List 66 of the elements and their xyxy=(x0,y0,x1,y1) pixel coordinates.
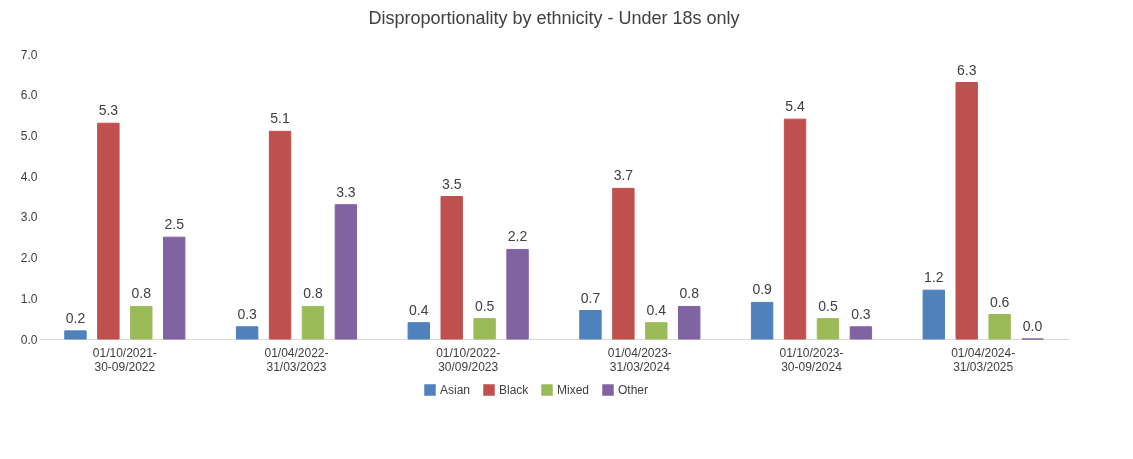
x-tick-label: 01/10/2023- 30-09/2024 xyxy=(779,345,844,374)
data-label: 5.3 xyxy=(98,102,119,119)
bar xyxy=(506,248,529,340)
chart-title: Disproportionality by ethnicity - Under 18s only xyxy=(368,8,740,28)
bar xyxy=(612,187,635,340)
y-tick-label: 2.0 xyxy=(20,251,38,266)
bar xyxy=(130,305,153,340)
y-tick-label: 5.0 xyxy=(20,128,38,143)
bar xyxy=(301,305,325,340)
data-label: 2.5 xyxy=(164,216,185,233)
bar xyxy=(440,196,463,340)
data-label: 2.2 xyxy=(507,228,528,245)
data-label: 0.2 xyxy=(65,309,86,326)
bar xyxy=(678,305,701,340)
data-label: 0.0 xyxy=(1022,318,1043,334)
bar xyxy=(988,314,1011,340)
bar xyxy=(407,322,430,340)
bar xyxy=(64,330,87,340)
legend-label: Other xyxy=(618,383,649,397)
bar xyxy=(163,236,186,340)
bar xyxy=(849,326,873,340)
y-tick-label: 0.0 xyxy=(20,332,38,347)
bar xyxy=(473,318,496,340)
data-label: 6.3 xyxy=(956,61,977,78)
bar xyxy=(783,118,807,340)
bar xyxy=(750,301,774,340)
data-label: 5.4 xyxy=(785,98,805,115)
legend-label: Asian xyxy=(440,383,471,397)
x-tick-label: 01/04/2023- 31/03/2024 xyxy=(607,345,672,374)
y-tick-label: 4.0 xyxy=(20,169,38,184)
data-label: 0.4 xyxy=(409,301,429,318)
bar xyxy=(268,130,292,340)
data-label: 1.2 xyxy=(924,269,944,286)
legend-label: Mixed xyxy=(557,383,590,397)
x-tick-label: 01/04/2024- 31/03/2025 xyxy=(951,345,1016,374)
bar xyxy=(235,326,259,340)
data-label: 0.6 xyxy=(989,293,1010,310)
x-tick-label: 01/04/2022- 31/03/2023 xyxy=(264,345,329,374)
y-tick-label: 7.0 xyxy=(20,47,38,62)
data-label: 0.5 xyxy=(474,297,495,314)
bar xyxy=(334,204,358,340)
bar xyxy=(955,82,978,340)
data-label: 0.3 xyxy=(851,305,871,322)
data-label: 0.3 xyxy=(237,305,258,322)
legend-label: Black xyxy=(499,383,530,397)
y-tick-label: 6.0 xyxy=(20,88,38,103)
data-label: 3.3 xyxy=(336,183,356,200)
data-label: 0.8 xyxy=(131,285,152,302)
x-tick-label: 01/10/2021- 30-09/2022 xyxy=(92,345,157,374)
data-label: 0.8 xyxy=(303,285,323,302)
bar xyxy=(579,310,602,340)
data-label: 3.7 xyxy=(613,167,634,184)
data-label: 0.9 xyxy=(752,281,773,298)
bar xyxy=(645,322,668,340)
bar xyxy=(922,289,945,340)
y-tick-label: 1.0 xyxy=(20,291,38,306)
data-label: 0.5 xyxy=(818,297,838,314)
data-label: 0.4 xyxy=(646,301,667,318)
data-label: 0.7 xyxy=(580,289,601,306)
y-tick-label: 3.0 xyxy=(20,210,38,225)
x-tick-label: 01/10/2022- 30/09/2023 xyxy=(436,345,501,374)
bar xyxy=(97,122,120,340)
data-label: 3.5 xyxy=(441,175,462,192)
bar xyxy=(816,318,840,340)
data-label: 0.8 xyxy=(679,285,700,302)
data-label: 5.1 xyxy=(270,110,290,127)
